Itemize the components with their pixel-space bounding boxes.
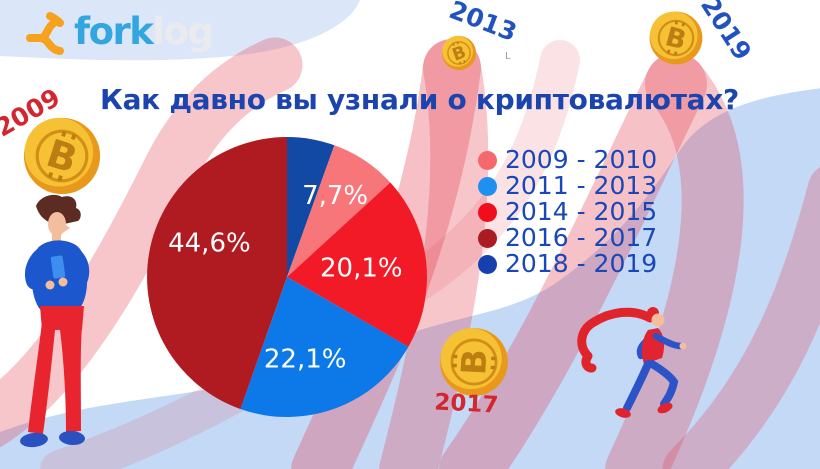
man-shoe — [59, 430, 85, 446]
legend-label: 2009 - 2010 — [505, 145, 658, 174]
scribble-2013-down — [379, 39, 489, 469]
man-right-leg — [60, 326, 82, 432]
scribble-2019-up — [439, 53, 707, 469]
man-face — [48, 212, 66, 236]
woman-hand — [679, 342, 687, 350]
running-woman-illustration — [577, 307, 687, 418]
bitcoin-coin-2013: B — [441, 35, 477, 71]
ground-shape — [0, 88, 820, 469]
pie-slice — [147, 137, 287, 409]
top-wave-band — [0, 0, 360, 61]
page-title: Как давно вы узнали о криптовалютах? — [100, 83, 739, 116]
man-shoe — [20, 432, 48, 448]
scribble-right — [662, 167, 820, 469]
legend-item: 2009 - 2010 — [478, 147, 657, 173]
logo-text-fork: fork — [74, 10, 154, 53]
stray-glyph: L — [505, 51, 511, 62]
legend-dot — [478, 150, 497, 170]
legend-item: 2018 - 2019 — [478, 251, 657, 277]
legend-label: 2016 - 2017 — [505, 223, 658, 252]
legend-label: 2011 - 2013 — [505, 171, 658, 200]
man-hips — [40, 306, 84, 330]
man-hair — [36, 194, 81, 225]
woman-front-arm — [652, 332, 685, 350]
svg-text:B: B — [450, 42, 469, 65]
pie-slice — [287, 137, 335, 277]
legend-label: 2014 - 2015 — [505, 197, 658, 226]
man-nose — [64, 224, 70, 232]
man-neck — [52, 232, 61, 241]
forklog-logo: fork log — [24, 8, 214, 56]
pie-chart: 7,7% 20,1% 22,1% 44,6% — [147, 137, 427, 417]
woman-face — [651, 313, 665, 327]
man-hand — [58, 277, 68, 287]
legend-item: 2014 - 2015 — [478, 199, 657, 225]
bitcoin-icon: B — [450, 41, 469, 66]
bitcoin-icon: B — [452, 348, 496, 376]
pie-slice-label: 22,1% — [264, 344, 347, 374]
woman-shoe — [657, 402, 673, 414]
logo-text-log: log — [152, 10, 214, 53]
pie-slice-label: 44,6% — [168, 228, 251, 258]
man-left-leg — [28, 322, 55, 434]
man-hand — [45, 280, 55, 290]
forklog-logo-icon — [26, 12, 64, 55]
woman-scarf — [577, 307, 655, 373]
woman-back-leg — [623, 360, 652, 412]
bitcoin-coin-2009: B — [22, 116, 102, 196]
bitcoin-coin-2019: B — [648, 10, 704, 66]
man-with-phone-illustration — [20, 194, 90, 448]
bitcoin-coin-2017: B — [438, 326, 510, 398]
pie-slice-label: 7,7% — [302, 181, 368, 211]
man-phone — [50, 255, 66, 279]
legend-dot — [478, 254, 497, 274]
year-label-2017: 2017 — [434, 389, 499, 418]
pie-slice-label: 20,1% — [320, 254, 403, 284]
svg-text:B: B — [454, 348, 494, 376]
pie-slice — [287, 145, 391, 277]
legend-item: 2011 - 2013 — [478, 173, 657, 199]
legend-dot — [478, 228, 497, 248]
legend-item: 2016 - 2017 — [478, 225, 657, 251]
legend-dot — [478, 176, 497, 196]
chart-legend: 2009 - 2010 2011 - 2013 2014 - 2015 2016… — [478, 147, 657, 277]
legend-dot — [478, 202, 497, 222]
pie-slice — [240, 277, 409, 417]
legend-label: 2018 - 2019 — [505, 249, 658, 278]
pie-slice — [287, 182, 427, 347]
woman-front-leg — [648, 360, 679, 408]
woman-shoe — [615, 408, 631, 418]
